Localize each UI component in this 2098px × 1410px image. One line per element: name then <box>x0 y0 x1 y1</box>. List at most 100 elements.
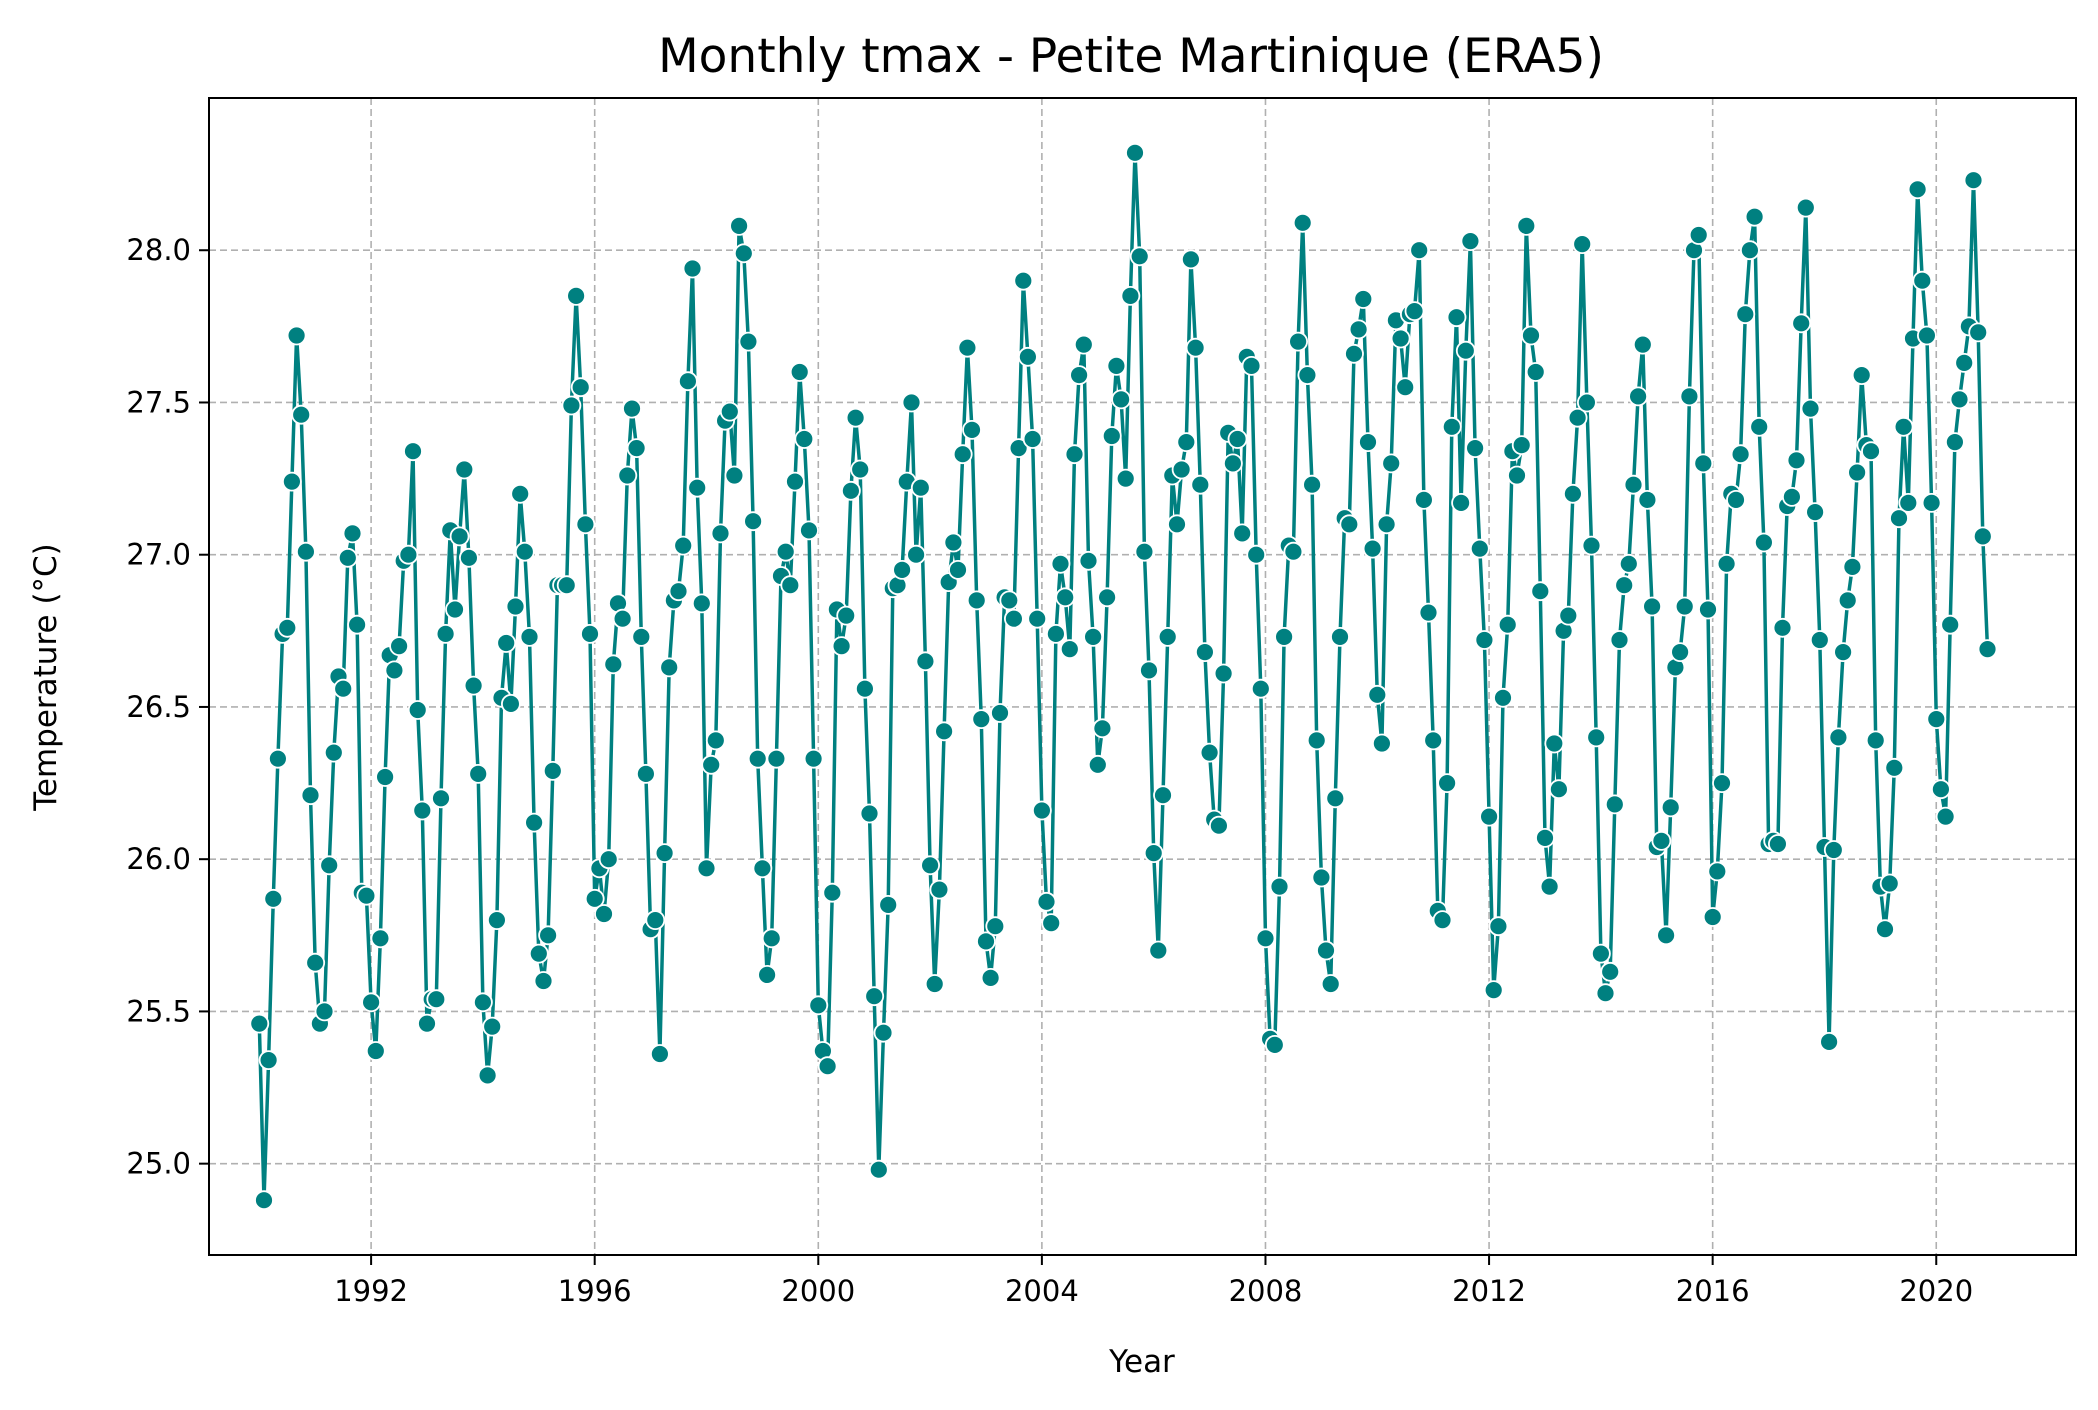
data-point <box>1185 337 1206 358</box>
data-point <box>454 459 475 480</box>
data-point <box>738 331 759 352</box>
data-point <box>295 541 316 562</box>
data-point <box>542 761 563 781</box>
data-point <box>1819 1032 1839 1052</box>
data-point <box>1027 608 1048 629</box>
data-point <box>845 407 866 428</box>
data-point <box>1963 170 1984 191</box>
data-point <box>1730 444 1751 465</box>
data-point <box>1176 432 1197 453</box>
data-point <box>868 1159 889 1180</box>
data-point <box>1754 532 1774 553</box>
data-point <box>1712 773 1732 793</box>
data-point <box>594 904 614 924</box>
data-point <box>1828 727 1849 748</box>
data-point <box>1749 416 1770 437</box>
data-point <box>1893 416 1914 437</box>
data-point <box>1768 834 1788 854</box>
data-point <box>1414 489 1434 510</box>
data-point <box>1390 328 1411 349</box>
data-point <box>1628 386 1648 407</box>
data-point <box>1073 334 1094 355</box>
data-point <box>1046 624 1066 644</box>
data-point <box>650 1044 670 1064</box>
data-point <box>799 520 819 541</box>
data-point <box>1167 514 1187 535</box>
data-point <box>1320 974 1341 994</box>
data-point <box>337 547 358 568</box>
data-point <box>1949 389 1970 410</box>
data-point <box>1861 441 1881 462</box>
data-point <box>929 879 950 900</box>
data-point <box>1437 773 1457 793</box>
data-point <box>347 614 368 635</box>
data-point <box>1362 538 1383 559</box>
data-point <box>631 627 652 647</box>
data-point <box>319 855 340 876</box>
data-point <box>342 523 363 544</box>
data-point <box>864 986 885 1007</box>
data-point <box>426 989 447 1010</box>
data-point <box>1129 246 1150 267</box>
data-point <box>1833 642 1853 662</box>
data-point <box>1572 234 1593 255</box>
data-point <box>1632 334 1653 355</box>
data-point <box>412 800 433 821</box>
data-point <box>1264 1035 1285 1055</box>
data-point <box>1092 718 1113 739</box>
data-point <box>538 925 558 946</box>
data-point <box>906 544 926 565</box>
data-point <box>1483 980 1504 1000</box>
data-point <box>1451 492 1471 513</box>
data-point <box>682 258 703 279</box>
data-point <box>1395 377 1416 398</box>
data-point <box>1404 301 1425 322</box>
data-point <box>361 992 382 1013</box>
data-point <box>757 965 777 985</box>
data-point <box>1772 617 1793 638</box>
data-point <box>1036 891 1057 912</box>
data-point <box>482 1016 503 1037</box>
data-point <box>1968 322 1989 343</box>
data-point <box>468 764 489 784</box>
data-point <box>1931 779 1951 800</box>
data-point <box>1022 429 1043 449</box>
data-point <box>687 477 708 498</box>
data-point <box>375 767 396 787</box>
data-point <box>435 624 456 644</box>
data-point <box>1954 352 1975 373</box>
y-axis-label: Temperature (°C) <box>28 543 64 812</box>
data-point <box>910 477 931 498</box>
data-point <box>724 465 745 486</box>
data-point <box>1316 940 1336 961</box>
data-point <box>1823 840 1844 860</box>
data-point <box>1274 627 1294 647</box>
data-point <box>1726 489 1746 510</box>
data-point <box>752 858 773 879</box>
data-point <box>1530 581 1551 602</box>
data-point <box>1972 526 1993 547</box>
data-point <box>1735 304 1756 325</box>
data-point <box>1064 444 1085 465</box>
data-point <box>1786 450 1807 471</box>
data-point <box>263 888 284 909</box>
y-tick-label: 27.5 <box>126 385 191 419</box>
data-point <box>1805 502 1825 522</box>
data-point <box>1446 307 1467 328</box>
data-point <box>1418 602 1439 623</box>
y-tick-label: 26.5 <box>126 690 191 724</box>
data-point <box>556 575 577 596</box>
data-point <box>1558 605 1579 626</box>
data-point <box>1679 386 1700 407</box>
data-point <box>780 575 801 596</box>
y-tick-label: 27.0 <box>126 538 191 572</box>
data-point <box>1250 678 1271 699</box>
data-point <box>789 362 810 382</box>
data-point <box>1660 797 1681 818</box>
data-point <box>1297 365 1318 386</box>
data-point <box>775 541 796 562</box>
data-point <box>1306 730 1327 751</box>
data-point <box>719 401 740 422</box>
data-point <box>803 748 824 769</box>
data-point <box>519 627 540 647</box>
